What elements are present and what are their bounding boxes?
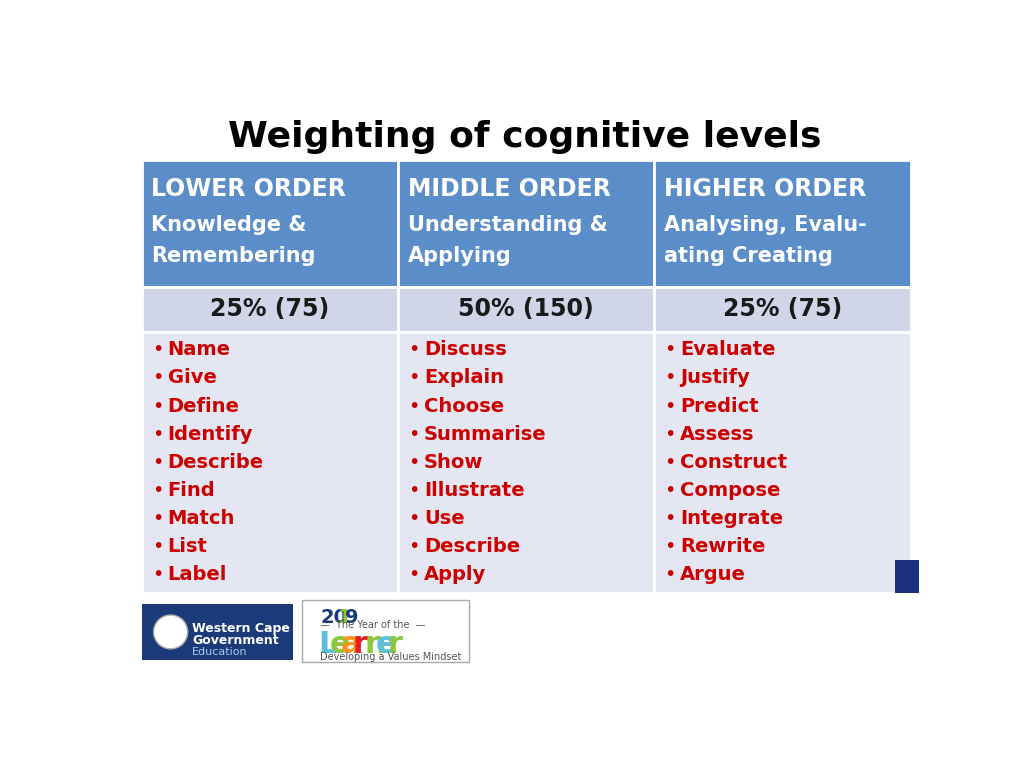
Text: Remembering: Remembering <box>152 247 315 266</box>
Text: Use: Use <box>424 508 465 528</box>
Text: r: r <box>352 630 368 659</box>
Text: Name: Name <box>168 340 230 359</box>
Bar <box>142 287 398 332</box>
Text: •: • <box>665 565 676 584</box>
Text: 25% (75): 25% (75) <box>723 297 843 321</box>
Text: n: n <box>365 630 386 659</box>
Bar <box>398 287 654 332</box>
Text: Identify: Identify <box>168 425 253 444</box>
Text: •: • <box>665 396 676 415</box>
Text: •: • <box>152 340 163 359</box>
Bar <box>142 332 398 593</box>
Text: •: • <box>152 537 163 556</box>
Text: •: • <box>152 425 163 444</box>
Text: 9: 9 <box>345 608 358 627</box>
Text: e: e <box>330 630 350 659</box>
Text: 50% (150): 50% (150) <box>459 297 594 321</box>
Text: •: • <box>408 425 420 444</box>
Text: Developing a Values Mindset: Developing a Values Mindset <box>321 652 462 662</box>
Text: —  The Year of the  —: — The Year of the — <box>321 620 426 630</box>
Text: Weighting of cognitive levels: Weighting of cognitive levels <box>228 120 821 154</box>
Bar <box>142 160 398 287</box>
Text: Education: Education <box>193 647 248 657</box>
Text: •: • <box>408 340 420 359</box>
Text: Describe: Describe <box>168 452 263 472</box>
Text: LOWER ORDER: LOWER ORDER <box>152 177 346 201</box>
Text: •: • <box>408 481 420 500</box>
Text: •: • <box>408 452 420 472</box>
Text: Construct: Construct <box>680 452 787 472</box>
Text: •: • <box>408 369 420 387</box>
Text: •: • <box>665 425 676 444</box>
Text: Describe: Describe <box>424 537 520 556</box>
Text: 1: 1 <box>338 608 351 627</box>
Bar <box>398 160 654 287</box>
Text: r: r <box>388 630 402 659</box>
Text: •: • <box>152 452 163 472</box>
Bar <box>895 561 919 593</box>
Text: •: • <box>408 537 420 556</box>
Text: Match: Match <box>168 508 234 528</box>
Text: Choose: Choose <box>424 396 504 415</box>
Text: •: • <box>408 396 420 415</box>
Text: Label: Label <box>168 565 227 584</box>
Text: List: List <box>168 537 208 556</box>
Text: Compose: Compose <box>680 481 780 500</box>
Text: Assess: Assess <box>680 425 755 444</box>
Text: Apply: Apply <box>424 565 486 584</box>
Text: Give: Give <box>168 369 216 387</box>
Text: Integrate: Integrate <box>680 508 783 528</box>
Text: Justify: Justify <box>680 369 750 387</box>
Text: •: • <box>152 481 163 500</box>
Text: •: • <box>665 369 676 387</box>
Text: a: a <box>341 630 361 659</box>
Text: •: • <box>152 508 163 528</box>
Text: •: • <box>665 452 676 472</box>
Text: Rewrite: Rewrite <box>680 537 765 556</box>
Text: Applying: Applying <box>408 247 511 266</box>
Text: 25% (75): 25% (75) <box>211 297 330 321</box>
Text: Summarise: Summarise <box>424 425 547 444</box>
Text: Discuss: Discuss <box>424 340 507 359</box>
Text: Find: Find <box>168 481 215 500</box>
Circle shape <box>154 615 187 649</box>
Text: •: • <box>152 396 163 415</box>
Text: 20: 20 <box>321 608 347 627</box>
Text: Show: Show <box>424 452 483 472</box>
Text: MIDDLE ORDER: MIDDLE ORDER <box>408 177 610 201</box>
Bar <box>142 604 293 660</box>
Text: •: • <box>665 508 676 528</box>
Bar <box>398 332 654 593</box>
Bar <box>302 601 469 662</box>
Text: •: • <box>152 565 163 584</box>
Text: Western Cape: Western Cape <box>193 622 290 635</box>
Text: Argue: Argue <box>680 565 745 584</box>
Text: Government: Government <box>193 634 279 647</box>
Text: e: e <box>376 630 396 659</box>
Text: Knowledge &: Knowledge & <box>152 215 307 235</box>
Text: •: • <box>408 508 420 528</box>
Text: •: • <box>665 537 676 556</box>
Text: Explain: Explain <box>424 369 504 387</box>
Text: •: • <box>665 481 676 500</box>
Text: Analysing, Evalu-: Analysing, Evalu- <box>664 215 866 235</box>
Bar <box>654 160 910 287</box>
Text: Evaluate: Evaluate <box>680 340 775 359</box>
Text: •: • <box>152 369 163 387</box>
Text: HIGHER ORDER: HIGHER ORDER <box>664 177 866 201</box>
Text: Define: Define <box>168 396 240 415</box>
Text: Predict: Predict <box>680 396 759 415</box>
Text: Understanding &: Understanding & <box>408 215 607 235</box>
Text: Illustrate: Illustrate <box>424 481 524 500</box>
Text: •: • <box>665 340 676 359</box>
Bar <box>654 332 910 593</box>
Text: L: L <box>317 630 337 659</box>
Bar <box>654 287 910 332</box>
Text: ating Creating: ating Creating <box>664 247 833 266</box>
Text: •: • <box>408 565 420 584</box>
